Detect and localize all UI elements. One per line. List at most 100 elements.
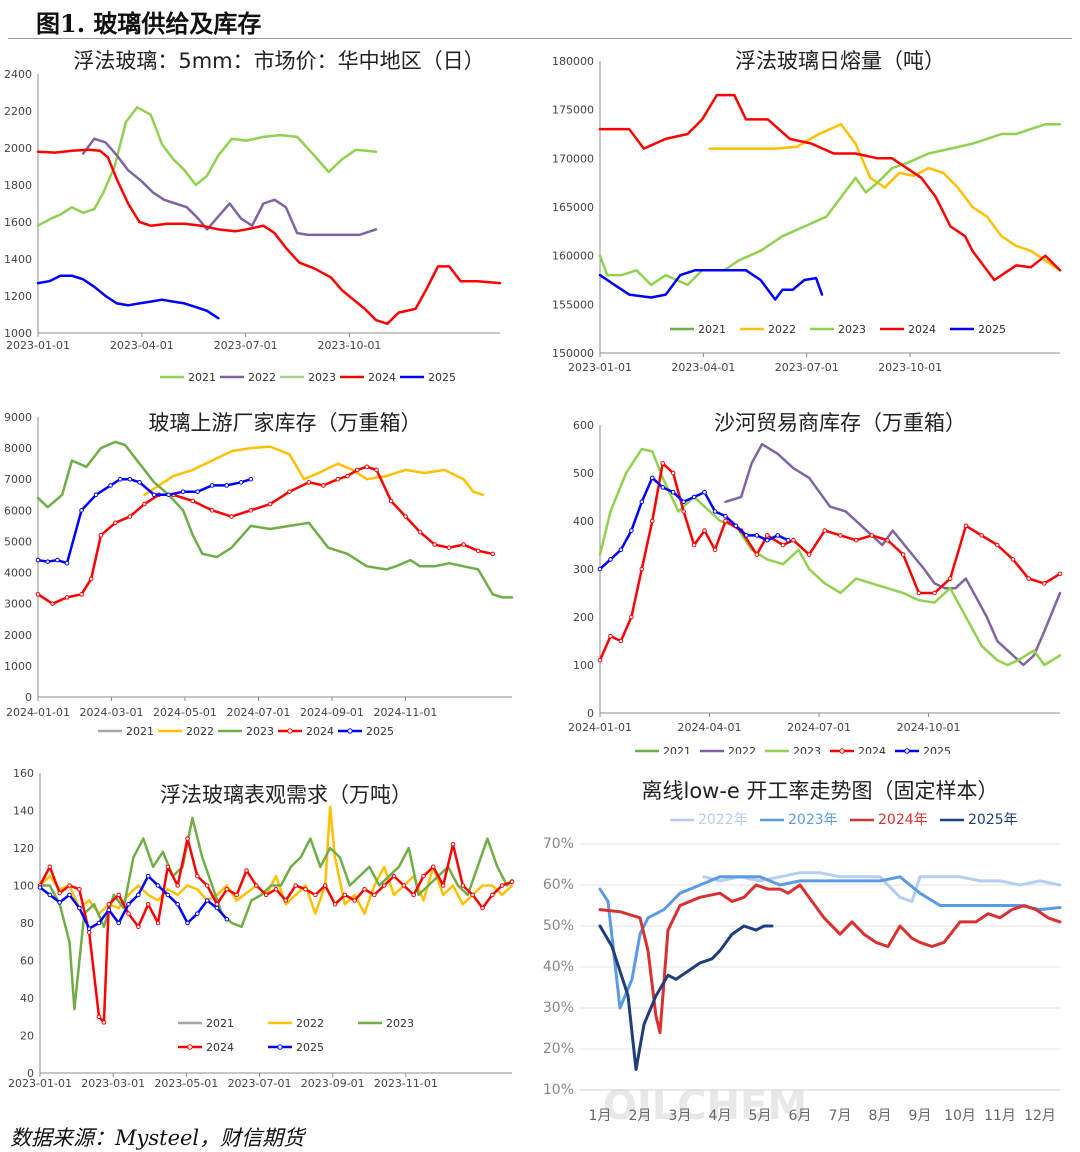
chart-legend: 2021 2022 2023 2024 2025 (178, 1017, 414, 1054)
chart-legend: 2022年 2023年 2024年 2025年 (670, 812, 1018, 828)
legend-label: 2022 (248, 371, 276, 384)
y-tick-label: 9000 (4, 411, 32, 424)
data-point (354, 467, 360, 473)
series-line-2025 (36, 477, 253, 565)
data-point (670, 489, 676, 495)
data-point (287, 489, 292, 494)
data-point (723, 513, 728, 519)
legend-label: 2025年 (968, 812, 1018, 828)
chart-float-glass-daily-melting: 浮法玻璃日熔量（吨） 150000 155000 160000 165000 170000… (552, 49, 1062, 374)
y-tick-label: 1000 (4, 660, 32, 673)
data-point (853, 537, 859, 543)
data-point (45, 559, 50, 564)
data-point (113, 520, 118, 526)
data-point (106, 901, 112, 907)
data-point (88, 576, 94, 582)
series-line-2025年 (598, 924, 774, 1071)
x-tick-label: 2023-04-01 (110, 339, 174, 352)
series-line-2021 (36, 106, 378, 227)
data-point (608, 633, 613, 639)
series-line-2025 (598, 269, 824, 301)
legend-marker (347, 728, 353, 734)
x-tick-label: 2024-05-01 (153, 706, 217, 719)
data-point (733, 523, 739, 529)
data-point (381, 883, 387, 888)
data-source-note: 数据来源：Mysteel，财信期货 (10, 1126, 305, 1150)
series-line-2024 (36, 148, 502, 326)
data-point (35, 557, 41, 563)
x-tick-label: 2024-10-01 (897, 721, 961, 734)
data-point (106, 907, 112, 913)
y-tick-label: 120 (13, 842, 34, 855)
x-tick-label: 2023-10-01 (878, 361, 942, 374)
data-point (224, 483, 229, 488)
data-point (869, 533, 875, 538)
x-tick-label: 12月 (1024, 1108, 1056, 1124)
data-point (372, 892, 377, 898)
data-point (660, 461, 666, 466)
x-tick-label: 1月 (589, 1108, 612, 1124)
y-tick-label: 155000 (552, 298, 594, 311)
legend-marker (277, 1044, 283, 1050)
data-point (79, 592, 84, 597)
data-point (649, 475, 655, 481)
data-point (313, 892, 318, 898)
y-tick-label: 8000 (4, 442, 32, 455)
x-tick-label: 9月 (909, 1108, 932, 1124)
series-line-2022 (38, 805, 514, 915)
data-point (273, 886, 279, 892)
x-tick-label: 2023-05-01 (154, 1077, 218, 1090)
series-line-2023年 (598, 875, 1062, 1010)
chart-title: 浮法玻璃表观需求（万吨） (160, 783, 412, 807)
data-point (195, 873, 200, 879)
y-tick-label: 160 (13, 767, 34, 780)
series-line-2022年 (702, 871, 1062, 903)
data-point (963, 523, 969, 529)
y-tick-label: 1400 (4, 253, 32, 266)
data-point (195, 911, 200, 916)
series-line-2023 (36, 440, 514, 599)
x-tick-label: 7月 (829, 1108, 852, 1124)
data-point (470, 892, 475, 898)
data-point (744, 533, 749, 538)
data-point (723, 518, 728, 524)
y-tick-label: 30% (543, 1000, 574, 1016)
data-point (608, 557, 613, 562)
chart-title: 浮法玻璃日熔量（吨） (735, 49, 945, 73)
data-point (175, 901, 180, 907)
data-point (691, 494, 697, 500)
x-tick-label: 11月 (984, 1108, 1016, 1124)
y-tick-label: 2000 (4, 142, 32, 155)
legend-marker (287, 728, 293, 734)
x-tick-label: 2024-07-01 (226, 706, 290, 719)
chart-float-glass-apparent-demand: 浮法玻璃表观需求（万吨） 0 20 40 60 80 100 120 140 160 2023-01… (8, 767, 515, 1090)
data-point (306, 480, 312, 485)
data-point (691, 542, 697, 548)
legend-label: 2025 (296, 1041, 324, 1054)
data-point (185, 920, 190, 926)
data-point (234, 892, 239, 898)
data-point (214, 905, 220, 911)
y-tick-label: 1800 (4, 179, 32, 192)
y-tick-label: 7000 (4, 473, 32, 486)
data-point (618, 638, 624, 644)
data-point (460, 883, 466, 888)
chart-title: 沙河贸易商库存（万重箱） (714, 411, 966, 435)
x-tick-label: 2023-11-01 (374, 1077, 438, 1090)
legend-label: 2023年 (788, 812, 838, 828)
data-point (932, 590, 937, 596)
data-point (283, 898, 289, 903)
y-tick-label: 2400 (4, 68, 32, 81)
data-point (248, 508, 254, 513)
header-divider (8, 38, 1072, 39)
legend-label: 2025 (366, 725, 394, 738)
data-point (421, 873, 426, 879)
data-point (352, 898, 357, 903)
data-point (37, 885, 43, 890)
data-point (1057, 571, 1063, 577)
chart-legend: 2021 2022 2023 2024 2025 (160, 371, 456, 384)
y-tick-label: 400 (573, 515, 594, 528)
series-line-2022 (143, 445, 485, 497)
data-point (151, 492, 157, 498)
y-tick-label: 2000 (4, 629, 32, 642)
